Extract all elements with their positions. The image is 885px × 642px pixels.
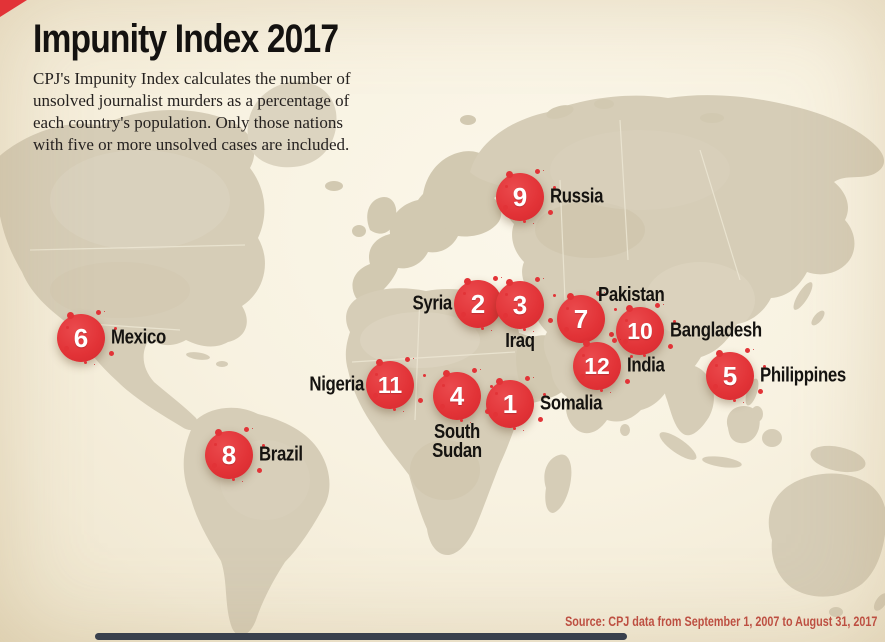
country-label: Mexico (111, 326, 166, 349)
rank-badge: 12 (573, 340, 621, 390)
country-label: Russia (550, 185, 604, 208)
country-label: India (627, 354, 665, 377)
rank-number: 7 (573, 303, 589, 334)
rank-number: 9 (512, 181, 528, 212)
rank-badge: 7 (557, 293, 605, 343)
rank-badge: 1 (486, 378, 534, 428)
country-label: Pakistan (598, 284, 665, 306)
country-label: South Sudan (432, 421, 482, 462)
rank-badge: 11 (366, 359, 414, 409)
page-title: Impunity Index 2017 (33, 17, 339, 61)
rank-number: 2 (470, 288, 486, 319)
rank-badge: 9 (496, 171, 544, 221)
description-line: each country's population. Only those na… (33, 113, 343, 132)
rank-number: 8 (221, 439, 237, 470)
rank-badge: 10 (616, 305, 664, 355)
corner-accent-triangle (0, 0, 27, 17)
description-line: CPJ's Impunity Index calculates the numb… (33, 69, 351, 88)
description-line: with five or more unsolved cases are inc… (33, 135, 350, 154)
rank-number: 1 (502, 388, 518, 419)
country-label: Philippines (760, 364, 846, 387)
rank-badge: 4 (433, 370, 481, 420)
rank-number: 10 (627, 317, 653, 344)
country-label: Nigeria (309, 373, 364, 396)
country-label: Brazil (259, 443, 303, 466)
header: Impunity Index 2017 CPJ's Impunity Index… (33, 18, 363, 156)
source-credit: Source: CPJ data from September 1, 2007 … (564, 614, 877, 629)
rank-number: 12 (584, 352, 610, 379)
rank-badge: 3 (496, 279, 544, 329)
rank-number: 3 (512, 289, 528, 320)
rank-number: 4 (449, 380, 465, 411)
country-label: Iraq (505, 330, 535, 352)
country-label: Bangladesh (670, 319, 762, 342)
description-line: unsolved journalist murders as a percent… (33, 91, 350, 110)
rank-badge: 8 (205, 429, 253, 479)
horizontal-scrollbar-thumb[interactable] (95, 633, 627, 640)
rank-badge: 6 (57, 312, 105, 362)
rank-number: 11 (377, 371, 403, 398)
page-description: CPJ's Impunity Index calculates the numb… (33, 68, 363, 156)
country-label: Syria (412, 292, 453, 315)
rank-badge: 2 (454, 278, 502, 328)
rank-badge: 5 (706, 350, 754, 400)
rank-number: 5 (722, 360, 738, 391)
rank-number: 6 (73, 322, 89, 353)
country-label: Somalia (540, 392, 603, 415)
